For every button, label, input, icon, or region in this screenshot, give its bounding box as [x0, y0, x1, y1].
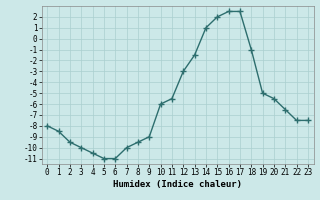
- X-axis label: Humidex (Indice chaleur): Humidex (Indice chaleur): [113, 180, 242, 189]
